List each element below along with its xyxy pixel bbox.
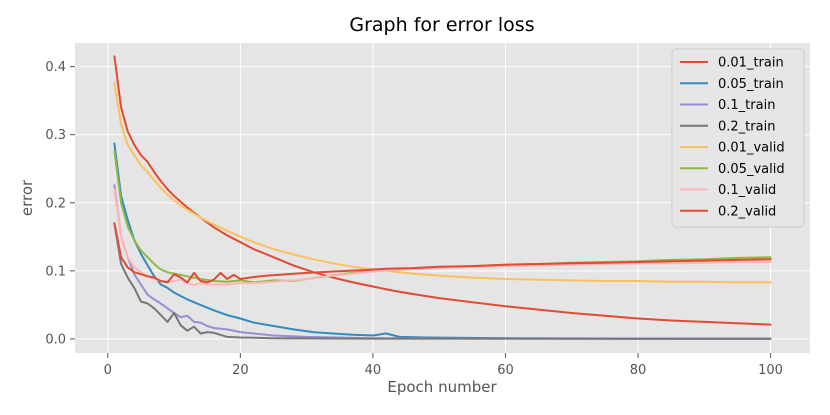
series-lines xyxy=(113,55,772,340)
series-line-0-05-train xyxy=(113,142,772,340)
legend-label: 0.01_train xyxy=(718,56,784,71)
x-tick-label: 100 xyxy=(758,363,783,378)
x-axis-label: Epoch number xyxy=(387,378,497,396)
y-axis-ticks: 0.0 0.1 0.2 0.3 0.4 xyxy=(45,60,75,347)
y-tick-label: 0.2 xyxy=(45,196,66,211)
legend-label: 0.1_valid xyxy=(718,183,776,198)
legend-label: 0.2_valid xyxy=(718,204,776,219)
y-tick-label: 0.0 xyxy=(45,332,66,347)
legend-label: 0.2_train xyxy=(718,119,775,134)
series-line-0-01-train xyxy=(113,55,772,326)
series-line-0-01-valid xyxy=(113,82,772,284)
legend-label: 0.1_train xyxy=(718,98,775,113)
x-tick-label: 80 xyxy=(630,363,647,378)
legend-box xyxy=(671,48,805,228)
series-line-0-1-train xyxy=(113,184,772,340)
series-line-0-1-valid xyxy=(113,188,772,287)
y-tick-label: 0.1 xyxy=(45,264,66,279)
legend-label: 0.01_valid xyxy=(718,141,785,156)
x-tick-label: 40 xyxy=(365,363,382,378)
legend: 0.01_train 0.05_train 0.1_train 0.2_train 0.… xyxy=(671,48,805,228)
y-axis-label: error xyxy=(18,179,36,216)
legend-label: 0.05_train xyxy=(718,77,784,92)
x-axis-ticks: 0 20 40 60 80 100 xyxy=(104,353,783,378)
x-tick-label: 20 xyxy=(232,363,249,378)
legend-label: 0.05_valid xyxy=(718,162,785,177)
x-tick-label: 0 xyxy=(104,363,112,378)
series-line-0-2-valid xyxy=(113,222,772,284)
y-tick-label: 0.4 xyxy=(45,60,66,75)
chart-title: Graph for error loss xyxy=(349,14,534,36)
series-line-0-2-train xyxy=(113,222,772,340)
x-tick-label: 60 xyxy=(497,363,514,378)
y-tick-label: 0.3 xyxy=(45,128,66,143)
